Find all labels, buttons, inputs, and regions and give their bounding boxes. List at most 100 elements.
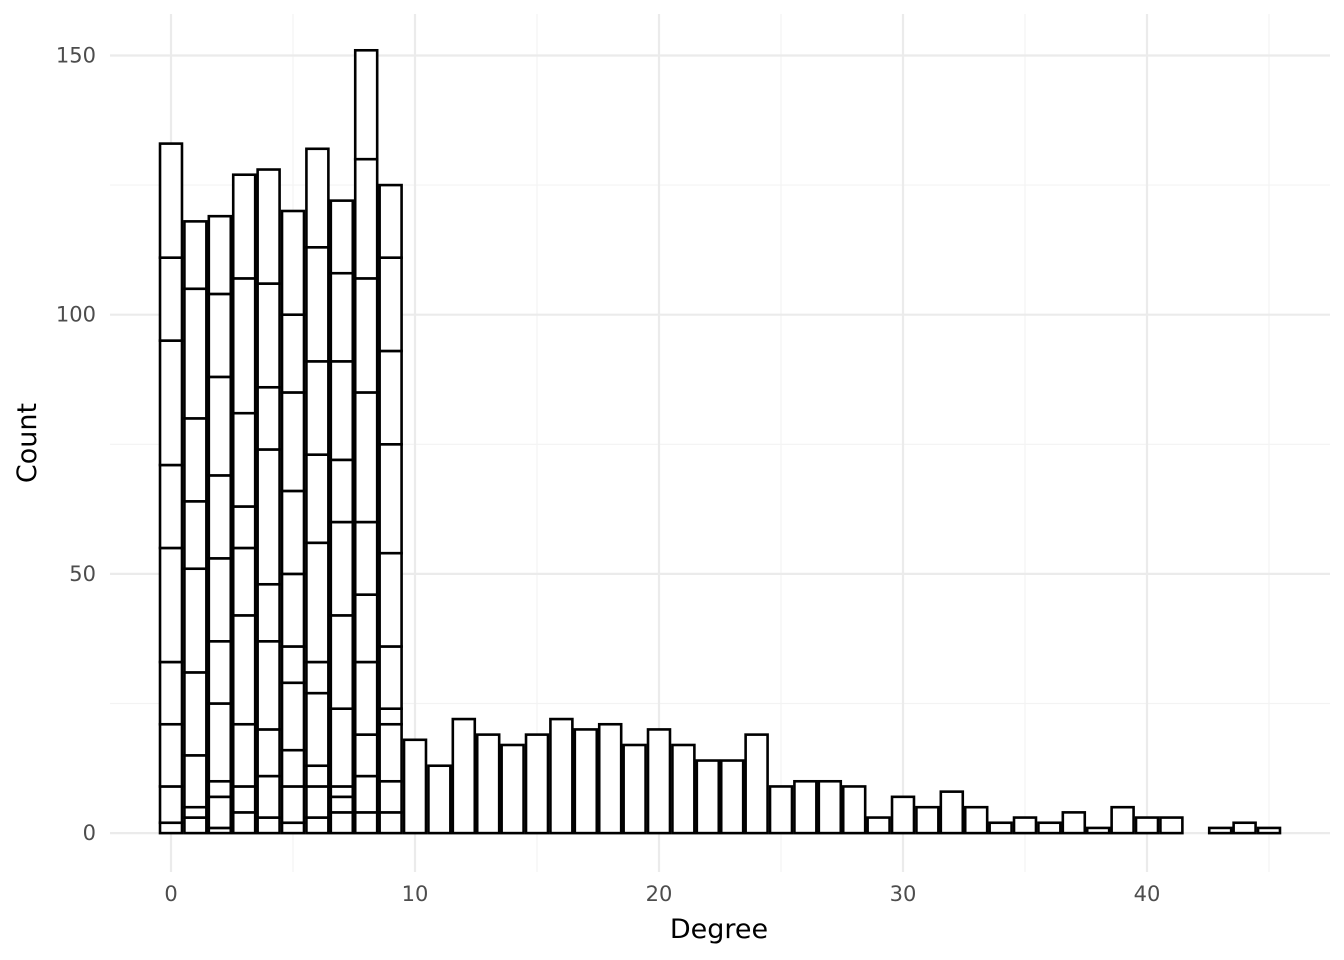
histogram-bar-segment [1256,826,1282,835]
x-tick-label: 10 [402,882,429,906]
histogram-bar-segment [207,375,233,477]
histogram-bar-segment [207,557,233,643]
histogram-bar-segment [256,639,281,731]
histogram-bar-segment [183,805,208,819]
histogram-bar-segment [378,551,403,648]
histogram-bar-segment [305,245,330,363]
histogram-bar-segment [353,520,379,596]
histogram-bar-segment [183,500,208,571]
bars [158,48,1282,835]
histogram-bar-segment [256,448,281,586]
histogram-bar-segment [231,614,257,726]
y-axis-tick-labels: 0 50 100 150 [56,43,96,845]
histogram-bar-segment [353,277,379,394]
histogram-bar-segment [329,360,355,462]
histogram-bar-segment [573,728,599,835]
y-axis-title: Count [12,403,43,483]
histogram-bar-segment [305,660,330,695]
histogram-bar-segment [597,722,623,835]
histogram-bar-segment [1061,811,1087,835]
x-axis-tick-labels: 0 10 20 30 40 [164,882,1160,906]
histogram-bar-segment [622,743,647,835]
histogram-bar-segment [329,458,355,524]
y-tick-label: 150 [56,43,96,67]
histogram-bar-segment [231,785,257,814]
histogram-bar-segment [256,816,281,835]
histogram-bar-segment [695,759,721,835]
histogram-bar-segment [646,728,672,835]
histogram-bar-segment [427,764,452,835]
histogram-bar-segment [841,785,867,835]
histogram-bar-segment [207,292,233,379]
histogram-bar-segment [353,811,379,835]
histogram-bar-segment [231,811,257,835]
histogram-bar-segment [1207,826,1233,835]
histogram-bar-segment [353,660,379,736]
histogram-bar-segment [207,702,233,783]
histogram-bar-segment [305,816,330,835]
histogram-bar-segment [939,790,965,835]
histogram-bar-segment [256,582,281,643]
histogram-bar-segment [671,743,696,835]
histogram-bar-segment [1085,826,1111,835]
histogram-bar-segment [256,385,281,451]
histogram-bar-segment [353,157,379,280]
histogram-bar-segment [183,287,208,420]
histogram-bar-segment [378,183,403,259]
histogram-bar-segment [183,816,208,835]
histogram-bar-segment [231,505,257,550]
histogram-bar-segment [280,572,306,648]
histogram-bar-segment [231,546,257,617]
histogram-bar-segment [329,199,355,275]
histogram-bar-segment [207,779,233,799]
histogram-bar-segment [744,733,769,835]
histogram-bar-segment [768,785,794,835]
histogram-bar-segment [231,173,257,280]
histogram-bar-segment [305,453,330,545]
histogram-bar-segment [305,785,330,819]
histogram-bar-segment [549,717,574,835]
histogram-bar-segment [353,593,379,664]
y-tick-label: 100 [56,303,96,327]
histogram-bar-segment [207,474,233,560]
histogram-bar-segment [305,360,330,456]
histogram-bar-segment [963,805,989,835]
histogram-bar-segment [866,816,891,835]
histogram-bar-segment [280,785,306,825]
histogram-bar-segment [378,811,403,835]
histogram-bar-segment [280,821,306,835]
histogram-bar-segment [378,645,403,710]
histogram-bar-segment [207,214,233,296]
histogram-bar-segment [329,614,355,710]
x-tick-label: 0 [164,882,177,906]
histogram-bar-segment [158,463,184,550]
histogram-bar-segment [183,671,208,757]
histogram-bar-segment [988,821,1013,835]
histogram-bar-segment [1037,821,1062,835]
histogram-bar-segment [329,520,355,617]
histogram-bar-segment [256,728,281,778]
histogram-bar-segment [183,417,208,503]
histogram-bar-segment [158,821,184,835]
histogram-bar-segment [280,645,306,685]
histogram-bar-segment [231,277,257,415]
x-tick-label: 20 [646,882,673,906]
histogram-bar-segment [915,805,940,835]
y-tick-label: 50 [69,562,96,586]
histogram-bar-segment [378,722,403,783]
histogram-bar-segment [353,391,379,524]
histogram-bar-segment [207,639,233,705]
histogram-bar-segment [378,256,403,353]
histogram-bar-segment [280,681,306,752]
histogram-bar-segment [329,271,355,363]
histogram-bar-segment [280,748,306,788]
histogram-bar-segment [890,795,916,835]
histogram-bar-segment [207,795,233,830]
histogram-bar-segment [378,779,403,814]
histogram-bar-segment [280,489,306,576]
histogram-bar-segment [353,733,379,778]
x-tick-label: 30 [890,882,917,906]
x-tick-label: 40 [1134,882,1161,906]
histogram-bar-segment [280,391,306,493]
